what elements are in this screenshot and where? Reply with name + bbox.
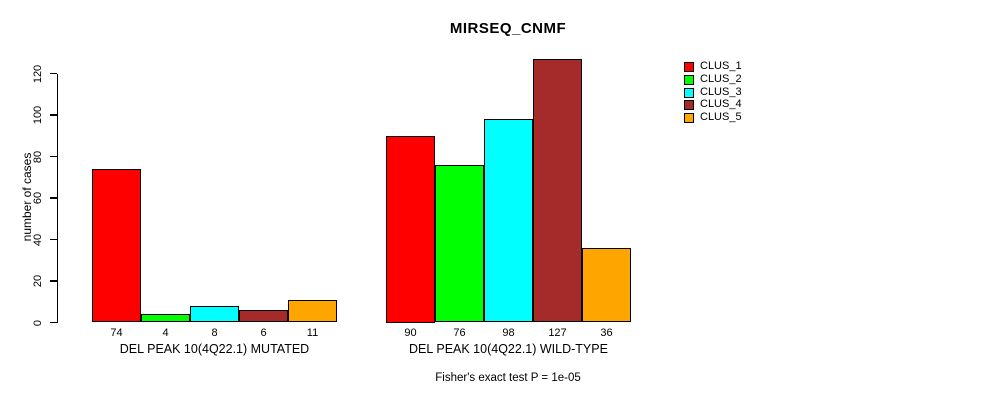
bar-value-label: 127: [548, 326, 567, 339]
bar-value-label: 6: [260, 326, 267, 339]
legend-label-clus_2: CLUS_2: [700, 72, 742, 85]
group-label: DEL PEAK 10(4Q22.1) MUTATED: [119, 342, 310, 356]
y-axis-tick: [49, 114, 57, 116]
y-axis-tick: [49, 72, 57, 75]
bar-value-label: 8: [211, 326, 218, 339]
y-axis-tick: [49, 321, 57, 324]
bar-value-label: 74: [110, 326, 123, 339]
bar-clus_2-group2: [435, 164, 484, 323]
bar-clus_3-group2: [484, 119, 533, 323]
y-axis-tick-label: 80: [32, 150, 44, 163]
bar-clus_1-group2: [386, 135, 435, 323]
y-axis-tick-label: 100: [32, 105, 44, 125]
legend-label-clus_4: CLUS_4: [700, 98, 742, 111]
y-axis-tick: [49, 197, 57, 199]
bar-value-label: 4: [162, 326, 169, 339]
chart-title: MIRSEQ_CNMF: [449, 20, 567, 37]
y-axis-tick-label: 60: [32, 191, 44, 205]
bar-clus_2-group1: [141, 314, 190, 323]
bar-clus_3-group1: [190, 305, 239, 323]
y-axis-tick-label: 40: [32, 233, 44, 246]
legend-swatch-clus_3: [684, 87, 694, 98]
legend-label-clus_3: CLUS_3: [700, 85, 742, 98]
legend-swatch-clus_2: [684, 74, 694, 85]
y-axis-tick: [49, 155, 57, 158]
legend-label-clus_5: CLUS_5: [700, 111, 742, 123]
y-axis-line: [56, 73, 58, 323]
bar-clus_4-group2: [533, 58, 582, 323]
bar-value-label: 90: [404, 326, 417, 339]
legend-swatch-clus_5: [684, 113, 694, 123]
bar-clus_5-group2: [582, 247, 631, 323]
bar-value-label: 11: [306, 326, 319, 339]
y-axis-tick: [49, 280, 57, 282]
y-axis-tick-label: 120: [32, 64, 44, 83]
legend-swatch-clus_4: [684, 100, 694, 111]
bar-clus_5-group1: [288, 299, 337, 323]
y-axis-tick: [49, 238, 57, 241]
y-axis-tick-label: 0: [32, 319, 44, 326]
group-label: DEL PEAK 10(4Q22.1) WILD-TYPE: [409, 342, 608, 356]
bar-clus_4-group1: [239, 310, 288, 323]
legend-label-clus_1: CLUS_1: [700, 60, 742, 72]
legend-swatch-clus_1: [684, 62, 694, 72]
fisher-test-annotation: Fisher's exact test P = 1e-05: [435, 372, 581, 384]
bar-value-label: 76: [453, 326, 466, 339]
y-axis-tick-label: 20: [32, 274, 44, 288]
bar-value-label: 36: [600, 326, 613, 339]
bar-clus_1-group1: [92, 168, 141, 323]
bar-value-label: 98: [502, 326, 515, 339]
